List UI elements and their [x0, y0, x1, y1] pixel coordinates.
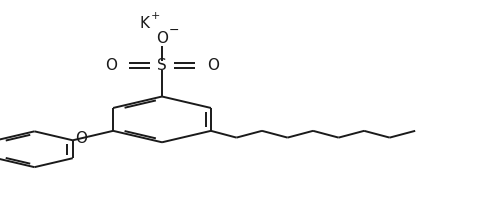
Text: S: S: [157, 58, 167, 73]
Text: K: K: [140, 16, 150, 31]
Text: O: O: [156, 31, 168, 46]
Text: O: O: [75, 131, 87, 146]
Text: O: O: [105, 58, 117, 73]
Text: O: O: [207, 58, 219, 73]
Text: +: +: [151, 11, 161, 21]
Text: −: −: [168, 24, 179, 37]
